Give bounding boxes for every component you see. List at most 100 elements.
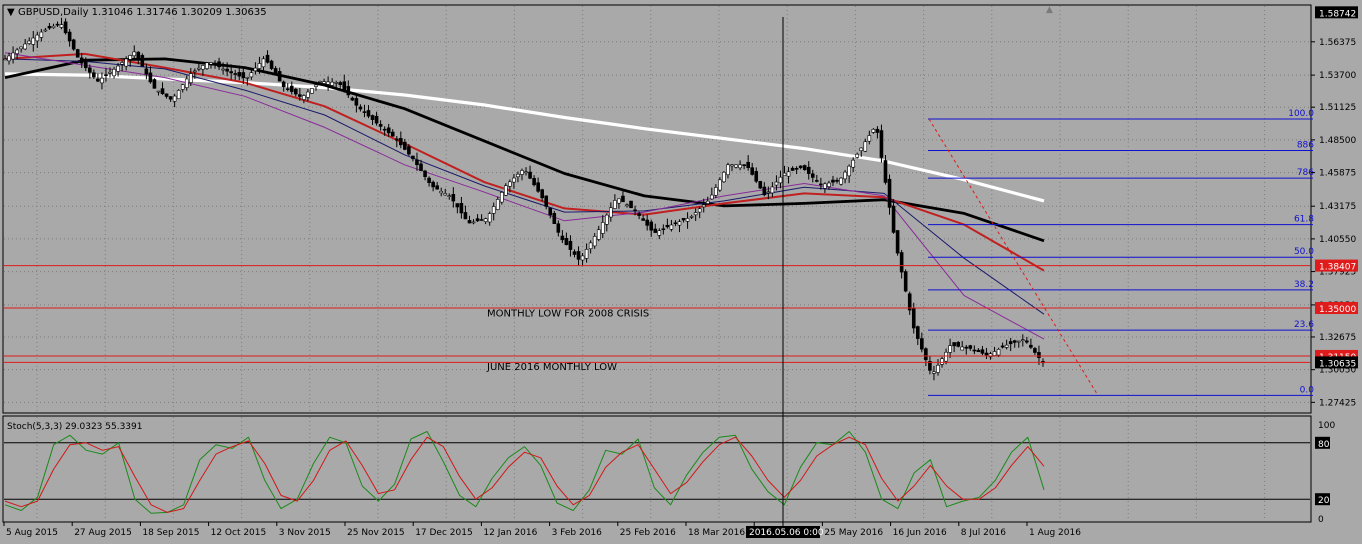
time-tick-label: 1 Aug 2016 bbox=[1029, 528, 1081, 538]
candle-body bbox=[285, 88, 290, 91]
candle-body bbox=[334, 82, 338, 84]
candle-body bbox=[798, 165, 803, 169]
candle-body bbox=[714, 187, 718, 196]
candle-body bbox=[532, 178, 536, 186]
time-tick-label: 3 Nov 2015 bbox=[279, 528, 331, 538]
moving-average-line bbox=[4, 57, 1045, 243]
stochastic-grid bbox=[4, 417, 1310, 521]
price-tick-label: 1.32675 bbox=[1319, 333, 1356, 343]
candle-body bbox=[298, 94, 302, 97]
candle-body bbox=[180, 84, 185, 90]
candle-body bbox=[79, 57, 84, 64]
fib-level-label: 38.2 bbox=[1294, 280, 1314, 290]
time-tick-label: 18 Mar 2016 bbox=[688, 528, 745, 538]
fib-level-label: 886 bbox=[1297, 140, 1314, 150]
candle-body bbox=[879, 130, 884, 158]
moving-averages bbox=[4, 52, 1045, 340]
candle-body bbox=[984, 352, 989, 356]
candle-body bbox=[322, 81, 326, 84]
price-tick-label: 1.48500 bbox=[1319, 136, 1356, 146]
candle-body bbox=[819, 183, 823, 186]
time-axis[interactable]: 5 Aug 2015 27 Aug 2015 18 Sep 2015 12 Oct 2… bbox=[3, 522, 1081, 538]
candle-body bbox=[911, 308, 916, 329]
candle-body bbox=[940, 358, 944, 365]
candle-body bbox=[924, 348, 928, 361]
candle-body bbox=[455, 203, 460, 208]
candle-body bbox=[294, 88, 298, 95]
candle-body bbox=[758, 181, 763, 189]
candle-body bbox=[580, 255, 585, 261]
candle-body bbox=[750, 167, 754, 175]
candle-body bbox=[774, 181, 779, 186]
candle-body bbox=[754, 171, 759, 182]
stochastic-title: Stoch(5,3,3) 29.0323 55.3391 bbox=[7, 422, 142, 432]
candle-body bbox=[144, 68, 149, 75]
stochastic-tick-label: 0 bbox=[1318, 515, 1324, 525]
candle-body bbox=[609, 207, 613, 218]
stochastic-tick-label: 100 bbox=[1318, 421, 1335, 431]
candle-body bbox=[354, 98, 359, 106]
candle-body bbox=[108, 71, 112, 74]
candle-body bbox=[132, 51, 137, 57]
candle-body bbox=[104, 74, 108, 77]
stochastic-axis[interactable]: 100 80 20 0 bbox=[1315, 421, 1335, 525]
chart-title: GBPUSD,Daily 1.31046 1.31746 1.30209 1.3… bbox=[18, 7, 267, 18]
candle-body bbox=[568, 240, 573, 250]
candle-body bbox=[952, 342, 956, 347]
candle-body bbox=[423, 170, 427, 177]
trend-line[interactable] bbox=[928, 118, 1099, 396]
candle-body bbox=[92, 72, 96, 78]
candle-body bbox=[847, 165, 851, 177]
candle-body bbox=[685, 218, 690, 222]
menu-arrow-icon[interactable]: ▼ bbox=[7, 7, 15, 18]
candle-body bbox=[120, 62, 124, 65]
candle-body bbox=[164, 93, 169, 97]
scroll-up-icon[interactable]: ▲ bbox=[1046, 5, 1053, 15]
candle-body bbox=[883, 160, 888, 183]
price-candles bbox=[3, 17, 1045, 381]
candle-body bbox=[47, 26, 52, 29]
candle-body bbox=[903, 271, 908, 292]
candle-body bbox=[55, 23, 60, 26]
candle-body bbox=[512, 177, 516, 183]
stochastic-panel[interactable] bbox=[2, 415, 1312, 523]
fibonacci-retracement[interactable]: 100.0 886 786 61.8 50.0 38.2 23.6 0.0 bbox=[928, 109, 1314, 396]
price-tick-label: 1.43175 bbox=[1319, 202, 1356, 212]
candle-body bbox=[722, 171, 726, 183]
candle-body bbox=[217, 61, 221, 68]
candle-body bbox=[730, 164, 734, 167]
price-tick-label: 1.30050 bbox=[1319, 366, 1356, 376]
candle-body bbox=[427, 177, 431, 183]
candle-body bbox=[483, 218, 488, 222]
price-grid bbox=[4, 6, 1310, 412]
candle-body bbox=[7, 55, 11, 62]
candle-body bbox=[273, 68, 278, 76]
candle-body bbox=[790, 167, 795, 171]
price-tag-label: 1.35000 bbox=[1319, 305, 1356, 315]
candle-body bbox=[697, 208, 702, 213]
candle-body bbox=[209, 62, 213, 65]
horizontal-levels[interactable] bbox=[4, 265, 1310, 363]
candle-body bbox=[548, 207, 553, 216]
candle-body bbox=[27, 40, 32, 44]
candle-body bbox=[59, 24, 64, 28]
price-tick-label: 1.37925 bbox=[1319, 268, 1356, 278]
candle-body bbox=[520, 170, 524, 175]
candle-body bbox=[920, 338, 924, 350]
candle-body bbox=[23, 43, 27, 50]
candle-body bbox=[762, 186, 767, 196]
candle-body bbox=[19, 46, 23, 50]
candle-body bbox=[992, 351, 997, 356]
candle-body bbox=[556, 223, 561, 233]
price-axis[interactable]: 1.56375 1.53700 1.51125 1.48500 1.45875 1.431… bbox=[1311, 6, 1358, 408]
candle-body bbox=[899, 252, 904, 273]
price-tick-label: 1.53700 bbox=[1319, 71, 1356, 81]
candle-body bbox=[641, 218, 645, 221]
candle-body bbox=[863, 141, 868, 152]
time-tick-label: 25 Nov 2015 bbox=[347, 528, 405, 538]
price-tick-label: 1.51125 bbox=[1319, 103, 1356, 113]
candle-body bbox=[140, 55, 145, 67]
dashed-trend-line[interactable] bbox=[928, 118, 1099, 396]
candle-body bbox=[689, 216, 694, 218]
